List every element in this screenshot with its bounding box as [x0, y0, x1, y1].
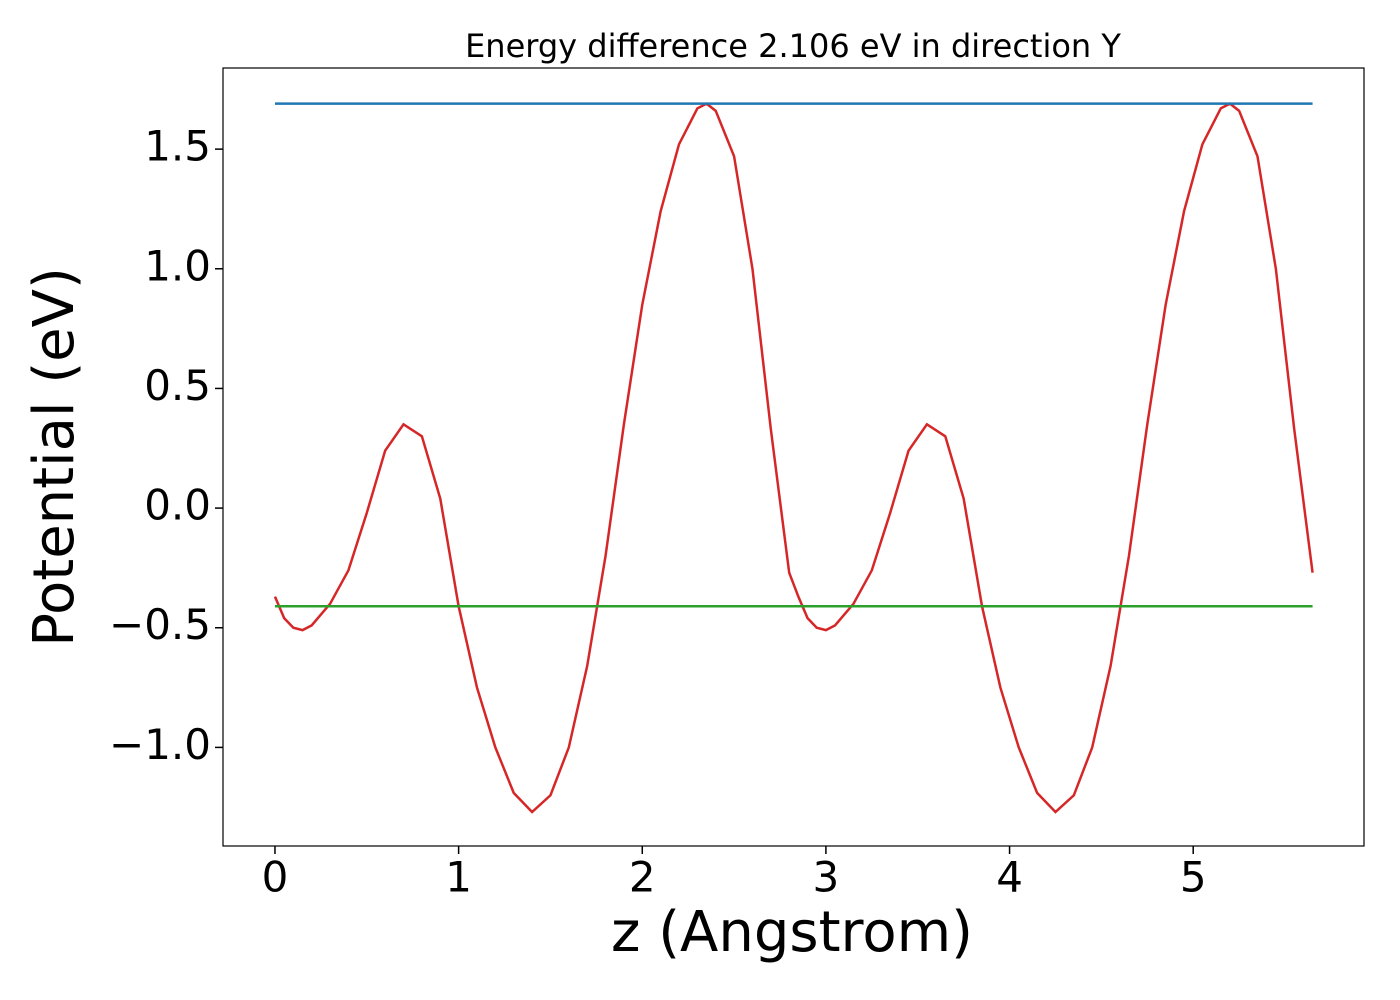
y-axis-label: Potential (eV): [22, 267, 87, 647]
y-tick-label: 0.0: [144, 481, 211, 530]
y-tick-label: 1.5: [144, 122, 211, 171]
y-tick-label: 0.5: [144, 361, 211, 410]
x-tick-label: 2: [629, 853, 656, 902]
chart-title: Energy difference 2.106 eV in direction …: [465, 27, 1121, 65]
y-tick-label: −1.0: [109, 720, 211, 769]
y-tick-label: −0.5: [109, 600, 211, 649]
x-tick-label: 4: [996, 853, 1023, 902]
x-tick-label: 1: [445, 853, 472, 902]
x-tick-label: 0: [262, 853, 289, 902]
x-axis-label: z (Angstrom): [611, 900, 973, 965]
x-tick-label: 3: [813, 853, 840, 902]
plot-frame: [222, 67, 1365, 847]
x-tick-label: 5: [1180, 853, 1207, 902]
y-tick-label: 1.0: [144, 241, 211, 290]
data-line: [273, 102, 1314, 814]
